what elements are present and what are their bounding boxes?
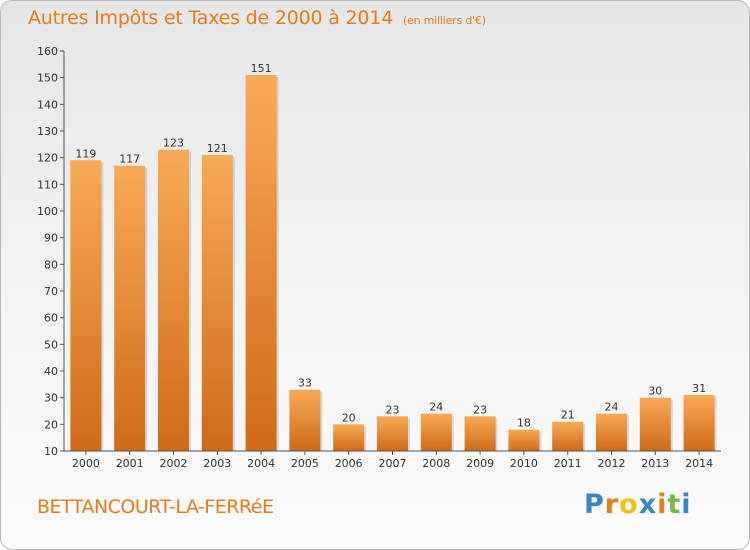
y-tick-label: 80 <box>44 258 58 271</box>
y-tick-label: 60 <box>44 312 58 325</box>
y-tick-label: 140 <box>37 98 58 111</box>
y-axis: 10 20 30 40 50 60 70 80 90 100 110 120 130 140 150 160 <box>37 45 65 458</box>
y-tick-label: 70 <box>44 285 58 298</box>
bar-value-label: 30 <box>648 385 662 398</box>
x-tick-label: 2007 <box>379 457 407 470</box>
title-text: Autres Impôts et Taxes de 2000 à 2014 <box>28 7 394 29</box>
logo-letter: i <box>681 489 692 520</box>
x-tick-label: 2000 <box>72 457 100 470</box>
y-tick-label: 10 <box>44 445 58 458</box>
bar-2014 <box>683 395 715 451</box>
logo-letter: x <box>638 489 658 520</box>
bar-2008 <box>420 413 452 451</box>
bar-value-label: 117 <box>119 153 140 166</box>
bar-value-label: 20 <box>342 411 356 424</box>
y-tick-label: 50 <box>44 338 58 351</box>
bar-value-label: 119 <box>75 147 96 160</box>
bar-2004 <box>245 75 277 451</box>
logo-letter: i <box>657 489 668 520</box>
y-tick-label: 40 <box>44 365 58 378</box>
logo-letter: r <box>604 489 620 520</box>
logo-letter: P <box>584 489 605 520</box>
bar-value-label: 23 <box>386 403 400 416</box>
x-tick-label: 2006 <box>335 457 363 470</box>
commune-name: BETTANCOURT-LA-FERRéE <box>37 496 274 518</box>
chart-title: Autres Impôts et Taxes de 2000 à 2014 (e… <box>28 7 486 29</box>
x-tick-label: 2001 <box>116 457 144 470</box>
logo-letter: t <box>667 489 682 520</box>
x-tick-label: 2009 <box>466 457 494 470</box>
bar-2005 <box>289 389 321 451</box>
y-tick-label: 160 <box>37 45 58 58</box>
x-tick-label: 2012 <box>598 457 626 470</box>
x-tick-label: 2004 <box>247 457 275 470</box>
bar-2010 <box>508 429 540 451</box>
x-tick-label: 2005 <box>291 457 319 470</box>
bar-value-label: 24 <box>605 401 619 414</box>
bar-value-label: 33 <box>298 377 312 390</box>
x-tick-label: 2003 <box>203 457 231 470</box>
x-tick-label: 2014 <box>685 457 713 470</box>
bar-2011 <box>552 421 584 451</box>
x-axis: 2000 2001 2002 2003 2004 2005 2006 2007 2008 2009… <box>64 450 721 470</box>
y-tick-label: 20 <box>44 418 58 431</box>
x-tick-label: 2010 <box>510 457 538 470</box>
bar-value-label: 24 <box>429 401 443 414</box>
bar-2003 <box>201 155 233 451</box>
bar-value-label: 121 <box>207 142 228 155</box>
y-tick-label: 100 <box>37 205 58 218</box>
title-unit: (en milliers d'€) <box>402 14 486 27</box>
x-tick-label: 2011 <box>554 457 582 470</box>
bar-value-label: 23 <box>473 403 487 416</box>
x-tick-label: 2008 <box>422 457 450 470</box>
bar-2006 <box>333 424 365 451</box>
y-tick-label: 120 <box>37 152 58 165</box>
y-tick-label: 90 <box>44 232 58 245</box>
bar-2002 <box>158 149 189 451</box>
bar-2012 <box>596 413 627 451</box>
y-tick-label: 150 <box>37 72 58 85</box>
bar-2013 <box>639 397 671 451</box>
y-tick-label: 110 <box>37 178 58 191</box>
bar-2001 <box>114 165 146 451</box>
bar-series: 119 117 123 121 151 33 20 23 24 23 18 21 24 30 31 <box>70 62 717 452</box>
logo-letter: o <box>619 489 639 520</box>
x-tick-label: 2002 <box>160 457 188 470</box>
bar-value-label: 31 <box>692 382 706 395</box>
bar-value-label: 123 <box>163 137 184 150</box>
proxiti-logo: Proxiti <box>584 489 692 520</box>
bar-value-label: 21 <box>561 409 575 422</box>
bar-value-label: 151 <box>251 62 272 75</box>
y-tick-label: 30 <box>44 392 58 405</box>
bar-2000 <box>70 160 102 452</box>
bar-2007 <box>377 416 408 451</box>
bar-2009 <box>464 416 496 451</box>
x-tick-label: 2013 <box>641 457 669 470</box>
bar-value-label: 18 <box>517 417 531 430</box>
y-tick-label: 130 <box>37 125 58 138</box>
